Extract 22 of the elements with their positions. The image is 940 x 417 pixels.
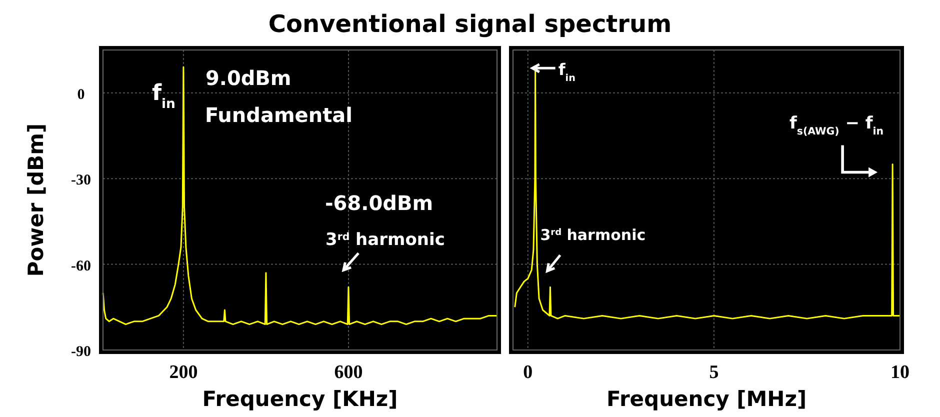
annotation: Fundamental: [205, 103, 353, 127]
x-tick-label: 600: [334, 362, 363, 383]
x-tick-label: 10: [890, 362, 910, 383]
x-tick-label: 0: [523, 362, 533, 383]
annotation: f$_{in}$: [558, 60, 576, 84]
y-tick-label: -90: [71, 344, 91, 360]
annotation: 3$^{rd}$ harmonic: [540, 226, 646, 244]
x-tick-label: 5: [709, 362, 719, 383]
line-series: [102, 66, 498, 326]
y-tick-label: -30: [71, 172, 91, 189]
annotation: 9.0dBm: [205, 66, 292, 90]
y-axis-title: Power [dBm]: [24, 123, 48, 277]
x-axis-title: Frequency [MHz]: [606, 387, 807, 411]
y-tick-label: -60: [71, 258, 91, 274]
chart-title: Conventional signal spectrum: [268, 10, 672, 38]
y-tick-label: 0: [77, 86, 85, 103]
annotation: f$_{s(AWG)}$ − f$_{in}$: [790, 113, 884, 137]
x-axis-title: Frequency [KHz]: [202, 387, 398, 411]
annotation: f$_{in}$: [152, 81, 176, 112]
annotation: 3$^{rd}$ harmonic: [325, 230, 445, 250]
x-tick-label: 200: [169, 362, 198, 383]
annotation: -68.0dBm: [325, 191, 434, 215]
